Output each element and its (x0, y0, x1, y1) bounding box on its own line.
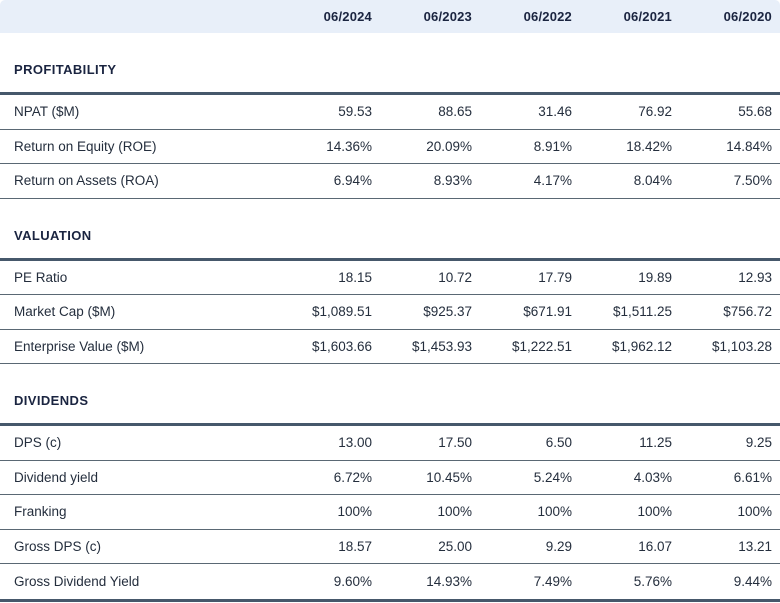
row-value: 55.68 (738, 104, 772, 120)
table-section: DIVIDENDS DPS (c) 13.00 17.50 6.50 11.25 9.2… (0, 391, 780, 599)
table-row: Gross DPS (c) 18.57 25.00 9.29 16.07 13.21 (0, 530, 780, 564)
table-row: PE Ratio 18.15 10.72 17.79 19.89 12.93 (0, 261, 780, 295)
row-value: $1,962.12 (611, 338, 672, 354)
row-value: 18.15 (338, 269, 372, 285)
row-value: $1,511.25 (612, 304, 672, 320)
row-label: Enterprise Value ($M) (14, 338, 145, 354)
row-value: $1,453.93 (411, 338, 472, 354)
row-value: 16.07 (638, 538, 672, 554)
row-value: $1,089.51 (311, 304, 372, 320)
row-value: 13.00 (338, 435, 372, 451)
row-label: Market Cap ($M) (14, 304, 116, 320)
row-value: 6.61% (733, 469, 772, 485)
row-label: Return on Assets (ROA) (14, 173, 159, 189)
row-value: 76.92 (638, 104, 672, 120)
row-value: $1,222.51 (511, 338, 572, 354)
row-value: 14.84% (726, 138, 772, 154)
row-value: 8.93% (433, 173, 472, 189)
row-value: 6.94% (333, 173, 372, 189)
row-value: 7.50% (733, 173, 772, 189)
row-value: 5.76% (633, 573, 672, 589)
row-label: Gross DPS (c) (14, 538, 102, 554)
row-value: 19.89 (638, 269, 672, 285)
row-value: 5.24% (533, 469, 572, 485)
row-label: Dividend yield (14, 469, 99, 485)
row-value: 8.04% (633, 173, 672, 189)
row-value: 11.25 (639, 435, 672, 451)
table-section: PROFITABILITY NPAT ($M) 59.53 88.65 31.46 7… (0, 60, 780, 199)
table-row: DPS (c) 13.00 17.50 6.50 11.25 9.25 (0, 426, 780, 461)
row-value: $671.91 (523, 304, 572, 320)
row-value: 7.49% (533, 573, 572, 589)
row-value: 100% (637, 504, 672, 520)
row-value: 17.79 (538, 269, 572, 285)
table-row: Enterprise Value ($M) $1,603.66 $1,453.93… (0, 330, 780, 364)
row-value: 8.91% (533, 138, 572, 154)
row-value: 31.46 (538, 104, 572, 120)
column-header: 06/2022 (523, 9, 572, 24)
row-value: 9.25 (745, 435, 772, 451)
row-value: 4.03% (633, 469, 672, 485)
row-value: $1,603.66 (311, 338, 372, 354)
column-header: 06/2024 (323, 9, 372, 24)
row-value: 10.45% (426, 469, 472, 485)
row-value: 6.50 (545, 435, 572, 451)
row-value: 14.36% (326, 138, 372, 154)
row-label: PE Ratio (14, 269, 68, 285)
row-value: 13.21 (738, 538, 772, 554)
row-value: 59.53 (338, 104, 372, 120)
row-value: 12.93 (738, 269, 772, 285)
column-header: 06/2023 (423, 9, 472, 24)
row-value: 9.44% (733, 573, 772, 589)
row-value: 25.00 (438, 538, 472, 554)
row-value: 100% (737, 504, 772, 520)
row-value: 4.17% (533, 173, 572, 189)
row-value: 18.42% (626, 138, 672, 154)
row-label: Return on Equity (ROE) (14, 138, 157, 154)
table-header-row: 06/2024 06/2023 06/2022 06/2021 06/2020 (0, 0, 780, 33)
column-header: 06/2021 (623, 9, 672, 24)
row-value: $925.37 (423, 304, 472, 320)
section-rows: DPS (c) 13.00 17.50 6.50 11.25 9.25 Dividend… (0, 423, 780, 599)
row-value: 88.65 (438, 104, 472, 120)
section-title: VALUATION (14, 227, 92, 243)
row-value: 100% (437, 504, 472, 520)
table-row: Franking 100% 100% 100% 100% 100% (0, 495, 780, 530)
row-label: Franking (14, 504, 67, 520)
row-value: 100% (537, 504, 572, 520)
table-row: NPAT ($M) 59.53 88.65 31.46 76.92 55.68 (0, 95, 780, 130)
row-value: 18.57 (338, 538, 372, 554)
row-value: $756.72 (723, 304, 772, 320)
section-title: DIVIDENDS (14, 393, 89, 408)
row-value: 14.93% (426, 573, 472, 589)
table-row: Return on Equity (ROE) 14.36% 20.09% 8.91%… (0, 130, 780, 164)
table-row: Return on Assets (ROA) 6.94% 8.93% 4.17% 8.… (0, 164, 780, 199)
table-section: VALUATION PE Ratio 18.15 10.72 17.79 19.89 1… (0, 226, 780, 364)
row-label: Gross Dividend Yield (14, 573, 140, 589)
table-row: Gross Dividend Yield 9.60% 14.93% 7.49% 5.7… (0, 564, 780, 599)
row-value: 6.72% (333, 469, 372, 485)
row-value: 100% (337, 504, 372, 520)
bottom-divider (0, 598, 780, 602)
row-value: $1,103.28 (711, 338, 772, 354)
table-row: Dividend yield 6.72% 10.45% 5.24% 4.03% 6.61… (0, 461, 780, 495)
table-row: Market Cap ($M) $1,089.51 $925.37 $671.91 $… (0, 295, 780, 330)
row-value: 20.09% (426, 138, 472, 154)
column-header: 06/2020 (723, 9, 772, 24)
table-sections: PROFITABILITY NPAT ($M) 59.53 88.65 31.46 7… (0, 60, 780, 599)
row-value: 17.50 (438, 435, 472, 451)
row-value: 9.29 (545, 538, 572, 554)
section-rows: NPAT ($M) 59.53 88.65 31.46 76.92 55.68 Retu… (0, 92, 780, 199)
row-label: DPS (c) (14, 435, 62, 451)
section-rows: PE Ratio 18.15 10.72 17.79 19.89 12.93 Marke… (0, 257, 780, 364)
row-value: 9.60% (333, 573, 372, 589)
section-title: PROFITABILITY (14, 62, 117, 77)
row-label: NPAT ($M) (14, 104, 80, 120)
row-value: 10.72 (438, 269, 472, 285)
